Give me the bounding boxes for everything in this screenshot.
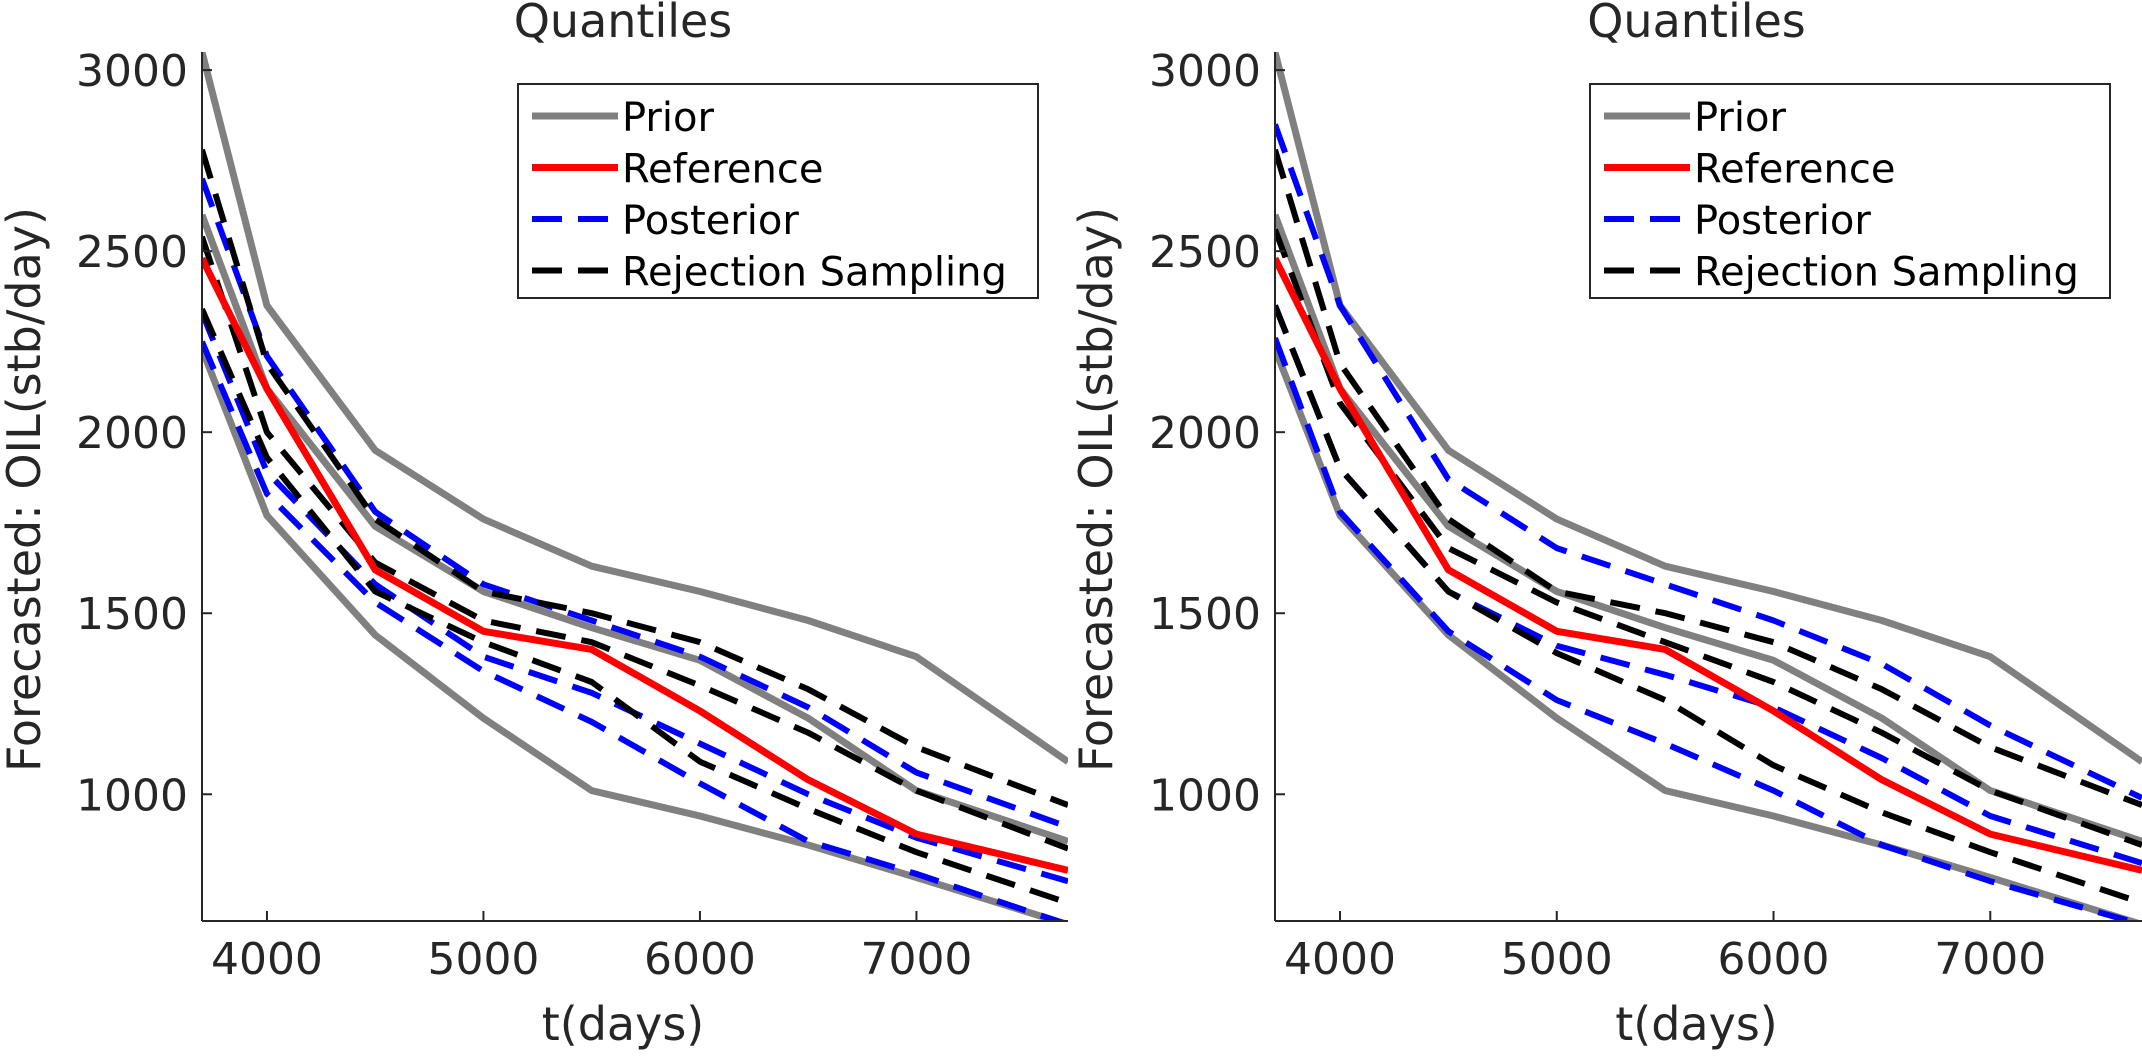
series-line-rejection-sampling-9 [1275, 304, 2142, 906]
series-line-prior-1 [202, 213, 1068, 845]
y-tick-label: 2000 [76, 408, 188, 459]
x-axis-label: t(days) [542, 997, 705, 1051]
legend-box [1589, 83, 2111, 299]
x-tick-label: 4000 [211, 934, 323, 985]
series-line-posterior-5 [202, 311, 1068, 885]
y-tick-label: 2500 [1149, 227, 1261, 278]
legend-label: Posterior [1694, 198, 1871, 244]
y-tick-label: 2500 [76, 227, 188, 278]
series-line-posterior-6 [1275, 336, 2141, 921]
series-line-rejection-sampling-7 [202, 148, 1068, 808]
series-line-posterior-6 [202, 340, 1067, 921]
legend-label: Prior [1694, 95, 1786, 141]
x-axis-label: t(days) [1615, 997, 1778, 1051]
series-line-prior-0 [202, 52, 1068, 765]
y-tick-label: 2000 [1149, 408, 1261, 459]
series-line-prior-1 [1275, 213, 2142, 845]
legend-label: Posterior [622, 198, 799, 244]
y-tick-label: 1000 [76, 770, 188, 821]
y-tick-label: 1000 [1149, 770, 1261, 821]
legend-label: Rejection Sampling [1694, 250, 2079, 296]
series-group [202, 52, 1068, 921]
series-group [1275, 52, 2142, 921]
series-line-rejection-sampling-9 [202, 307, 1068, 906]
chart-panel-1: 4000 5000 6000 7000 1000 1500 2000 2500 3000 Quan… [0, 0, 1068, 1051]
y-tick-label: 3000 [76, 46, 188, 97]
series-line-prior-2 [202, 347, 1068, 921]
x-tick-label: 5000 [427, 934, 539, 985]
x-tick-label: 7000 [860, 934, 972, 985]
y-tick-label: 1500 [76, 589, 188, 640]
y-axis-label: Forecasted: OIL(stb/day) [0, 207, 51, 772]
chart-panel-2: 4000 5000 6000 7000 1000 1500 2000 2500 3000 Quan… [1069, 0, 2142, 1051]
series-line-reference-3 [1275, 256, 2142, 874]
series-line-prior-0 [1275, 52, 2142, 765]
legend-box [517, 83, 1039, 299]
legend: Prior Reference Posterior Rejection Samplin… [517, 83, 1039, 299]
legend-label: Reference [622, 147, 823, 193]
y-axis-label: Forecasted: OIL(stb/day) [1069, 207, 1123, 772]
x-tick-label: 6000 [644, 934, 756, 985]
series-line-rejection-sampling-8 [202, 235, 1068, 852]
x-tick-label: 7000 [1934, 934, 2046, 985]
legend-label: Rejection Sampling [622, 250, 1007, 296]
series-line-posterior-4 [202, 177, 1068, 830]
x-tick-label: 4000 [1284, 934, 1396, 985]
series-line-rejection-sampling-7 [1275, 148, 2142, 808]
chart-title: Quantiles [1587, 0, 1806, 48]
y-tick-label: 3000 [1149, 46, 1261, 97]
legend-label: Reference [1694, 147, 1895, 193]
chart-title: Quantiles [514, 0, 733, 48]
x-tick-label: 5000 [1501, 934, 1613, 985]
legend: Prior Reference Posterior Rejection Samplin… [1589, 83, 2111, 299]
x-tick-label: 6000 [1718, 934, 1830, 985]
series-line-reference-3 [202, 256, 1068, 874]
legend-label: Prior [622, 95, 714, 141]
y-tick-label: 1500 [1149, 589, 1261, 640]
